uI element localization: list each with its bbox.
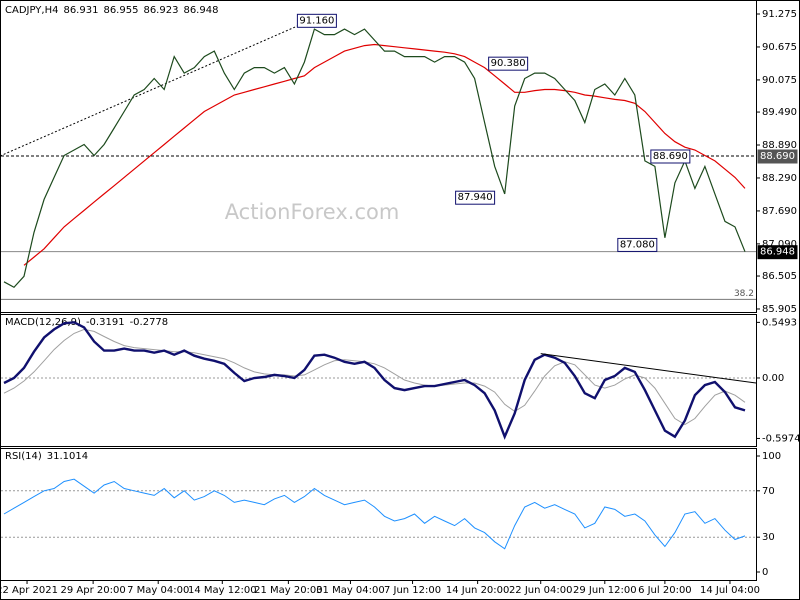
last-price-label: 86.948	[760, 247, 795, 258]
header-item: RSI(14)	[5, 451, 42, 462]
y-tick-label: 87.690	[762, 206, 797, 217]
y-tick-label: 89.490	[762, 107, 797, 118]
header-item: 86.955	[103, 5, 138, 16]
watermark: ActionForex.com	[225, 200, 400, 224]
x-tick-label: 7 May 04:00	[127, 585, 189, 596]
level-label-box	[650, 149, 691, 164]
header-item: 86.948	[183, 5, 218, 16]
x-tick-label: 14 May 12:00	[188, 585, 257, 596]
header-item: MACD(12,26,9)	[5, 317, 81, 328]
level-label-box	[455, 190, 496, 205]
level-label: 88.690	[653, 151, 688, 162]
x-tick-label: 29 Jun 12:00	[573, 585, 637, 596]
y-tick-label: 88.890	[762, 140, 797, 151]
y-tick-label: 0.5493	[762, 317, 797, 328]
x-tick-label: 22 Jun 04:00	[509, 585, 573, 596]
header-item: 86.931	[63, 5, 98, 16]
trendline	[540, 353, 757, 384]
last-price-label-box	[757, 245, 798, 260]
rsi-line	[3, 478, 746, 550]
level-label: 90.380	[491, 58, 526, 69]
macd-panel	[0, 314, 757, 447]
trendline	[0, 19, 311, 157]
x-tick-label: 29 Apr 20:00	[61, 585, 126, 596]
header-item: 86.923	[143, 5, 178, 16]
x-tick-label: 22 Apr 2021	[0, 585, 58, 596]
x-tick-label: 14 Jun 20:00	[446, 585, 510, 596]
y-tick-label: 88.290	[762, 173, 797, 184]
y-tick-label: 86.505	[762, 271, 797, 282]
y-tick-label: 90.675	[762, 42, 797, 53]
panel-header: MACD(12,26,9) -0.3191 -0.2778	[5, 317, 168, 328]
macd-line	[3, 321, 746, 440]
moving-average	[23, 43, 746, 266]
x-tick-label: 31 May 04:00	[316, 585, 385, 596]
y-tick-label: 100	[762, 451, 781, 462]
x-tick-label: 7 Jun 12:00	[384, 585, 441, 596]
y-tick-label: 90.075	[762, 75, 797, 86]
level-label: 87.940	[458, 192, 493, 203]
y-tick-label: 0.00	[762, 373, 784, 384]
level-label: 91.160	[299, 15, 334, 26]
header-item: 31.1014	[47, 451, 88, 462]
y-tick-label: 85.905	[762, 304, 797, 315]
panel-header: RSI(14) 31.1014	[5, 451, 88, 462]
y-tick-label: 91.275	[762, 9, 797, 20]
x-tick-label: 21 May 20:00	[254, 585, 323, 596]
y-tick-label: -0.5974	[762, 433, 800, 444]
resistance-price-label-box	[757, 149, 798, 164]
level-label-box	[488, 56, 529, 71]
y-tick-label: 70	[762, 486, 775, 497]
price-panel	[0, 0, 757, 313]
header-item: -0.2778	[130, 317, 169, 328]
signal-line	[3, 328, 746, 426]
header-item: -0.3191	[86, 317, 125, 328]
y-tick-label: 0	[762, 567, 768, 578]
fib-label: 38.2	[734, 289, 754, 299]
y-tick-label: 30	[762, 532, 775, 543]
header-item: CADJPY,H4	[5, 5, 58, 16]
level-label-box	[617, 237, 658, 252]
panel-header: CADJPY,H4 86.931 86.955 86.923 86.948	[5, 5, 218, 16]
rsi-panel	[0, 448, 757, 581]
x-tick-label: 6 Jul 20:00	[638, 585, 692, 596]
level-label-box	[296, 13, 337, 28]
x-tick-label: 14 Jul 04:00	[700, 585, 760, 596]
resistance-price-label: 88.690	[760, 151, 795, 162]
level-label: 87.080	[620, 239, 655, 250]
price-line	[3, 28, 746, 289]
y-tick-label: 87.090	[762, 239, 797, 250]
